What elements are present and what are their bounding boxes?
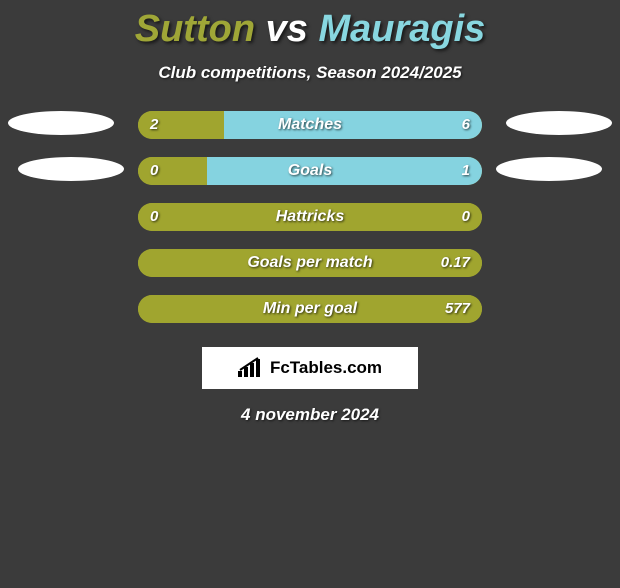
vs-text: vs <box>266 8 308 50</box>
player1-marker <box>8 111 114 135</box>
fctables-badge: FcTables.com <box>202 347 418 389</box>
stat-bar <box>138 295 482 323</box>
comparison-title: Sutton vs Mauragis <box>0 8 620 51</box>
bar-left <box>138 157 207 185</box>
bar-right <box>224 111 482 139</box>
bar-left <box>138 203 482 231</box>
badge-text: FcTables.com <box>270 358 382 378</box>
player2-marker <box>506 111 612 135</box>
stat-row: Min per goal577 <box>0 295 620 323</box>
player1-marker <box>18 157 124 181</box>
stat-bar <box>138 111 482 139</box>
bar-left <box>138 295 482 323</box>
bar-right <box>207 157 482 185</box>
stats-container: Matches26 Goals01 Hattricks00 Goals per mat… <box>0 111 620 323</box>
stat-row: Goals per match0.17 <box>0 249 620 277</box>
competition-subtitle: Club competitions, Season 2024/2025 <box>0 63 620 83</box>
bar-left <box>138 111 224 139</box>
player1-name: Sutton <box>135 8 255 50</box>
bar-left <box>138 249 482 277</box>
stat-bar <box>138 157 482 185</box>
stat-row: Matches26 <box>0 111 620 139</box>
stat-bar <box>138 249 482 277</box>
date-label: 4 november 2024 <box>0 405 620 425</box>
stat-row: Hattricks00 <box>0 203 620 231</box>
player2-marker <box>496 157 602 181</box>
chart-icon <box>238 357 264 379</box>
stat-row: Goals01 <box>0 157 620 185</box>
stat-bar <box>138 203 482 231</box>
player2-name: Mauragis <box>318 8 485 50</box>
